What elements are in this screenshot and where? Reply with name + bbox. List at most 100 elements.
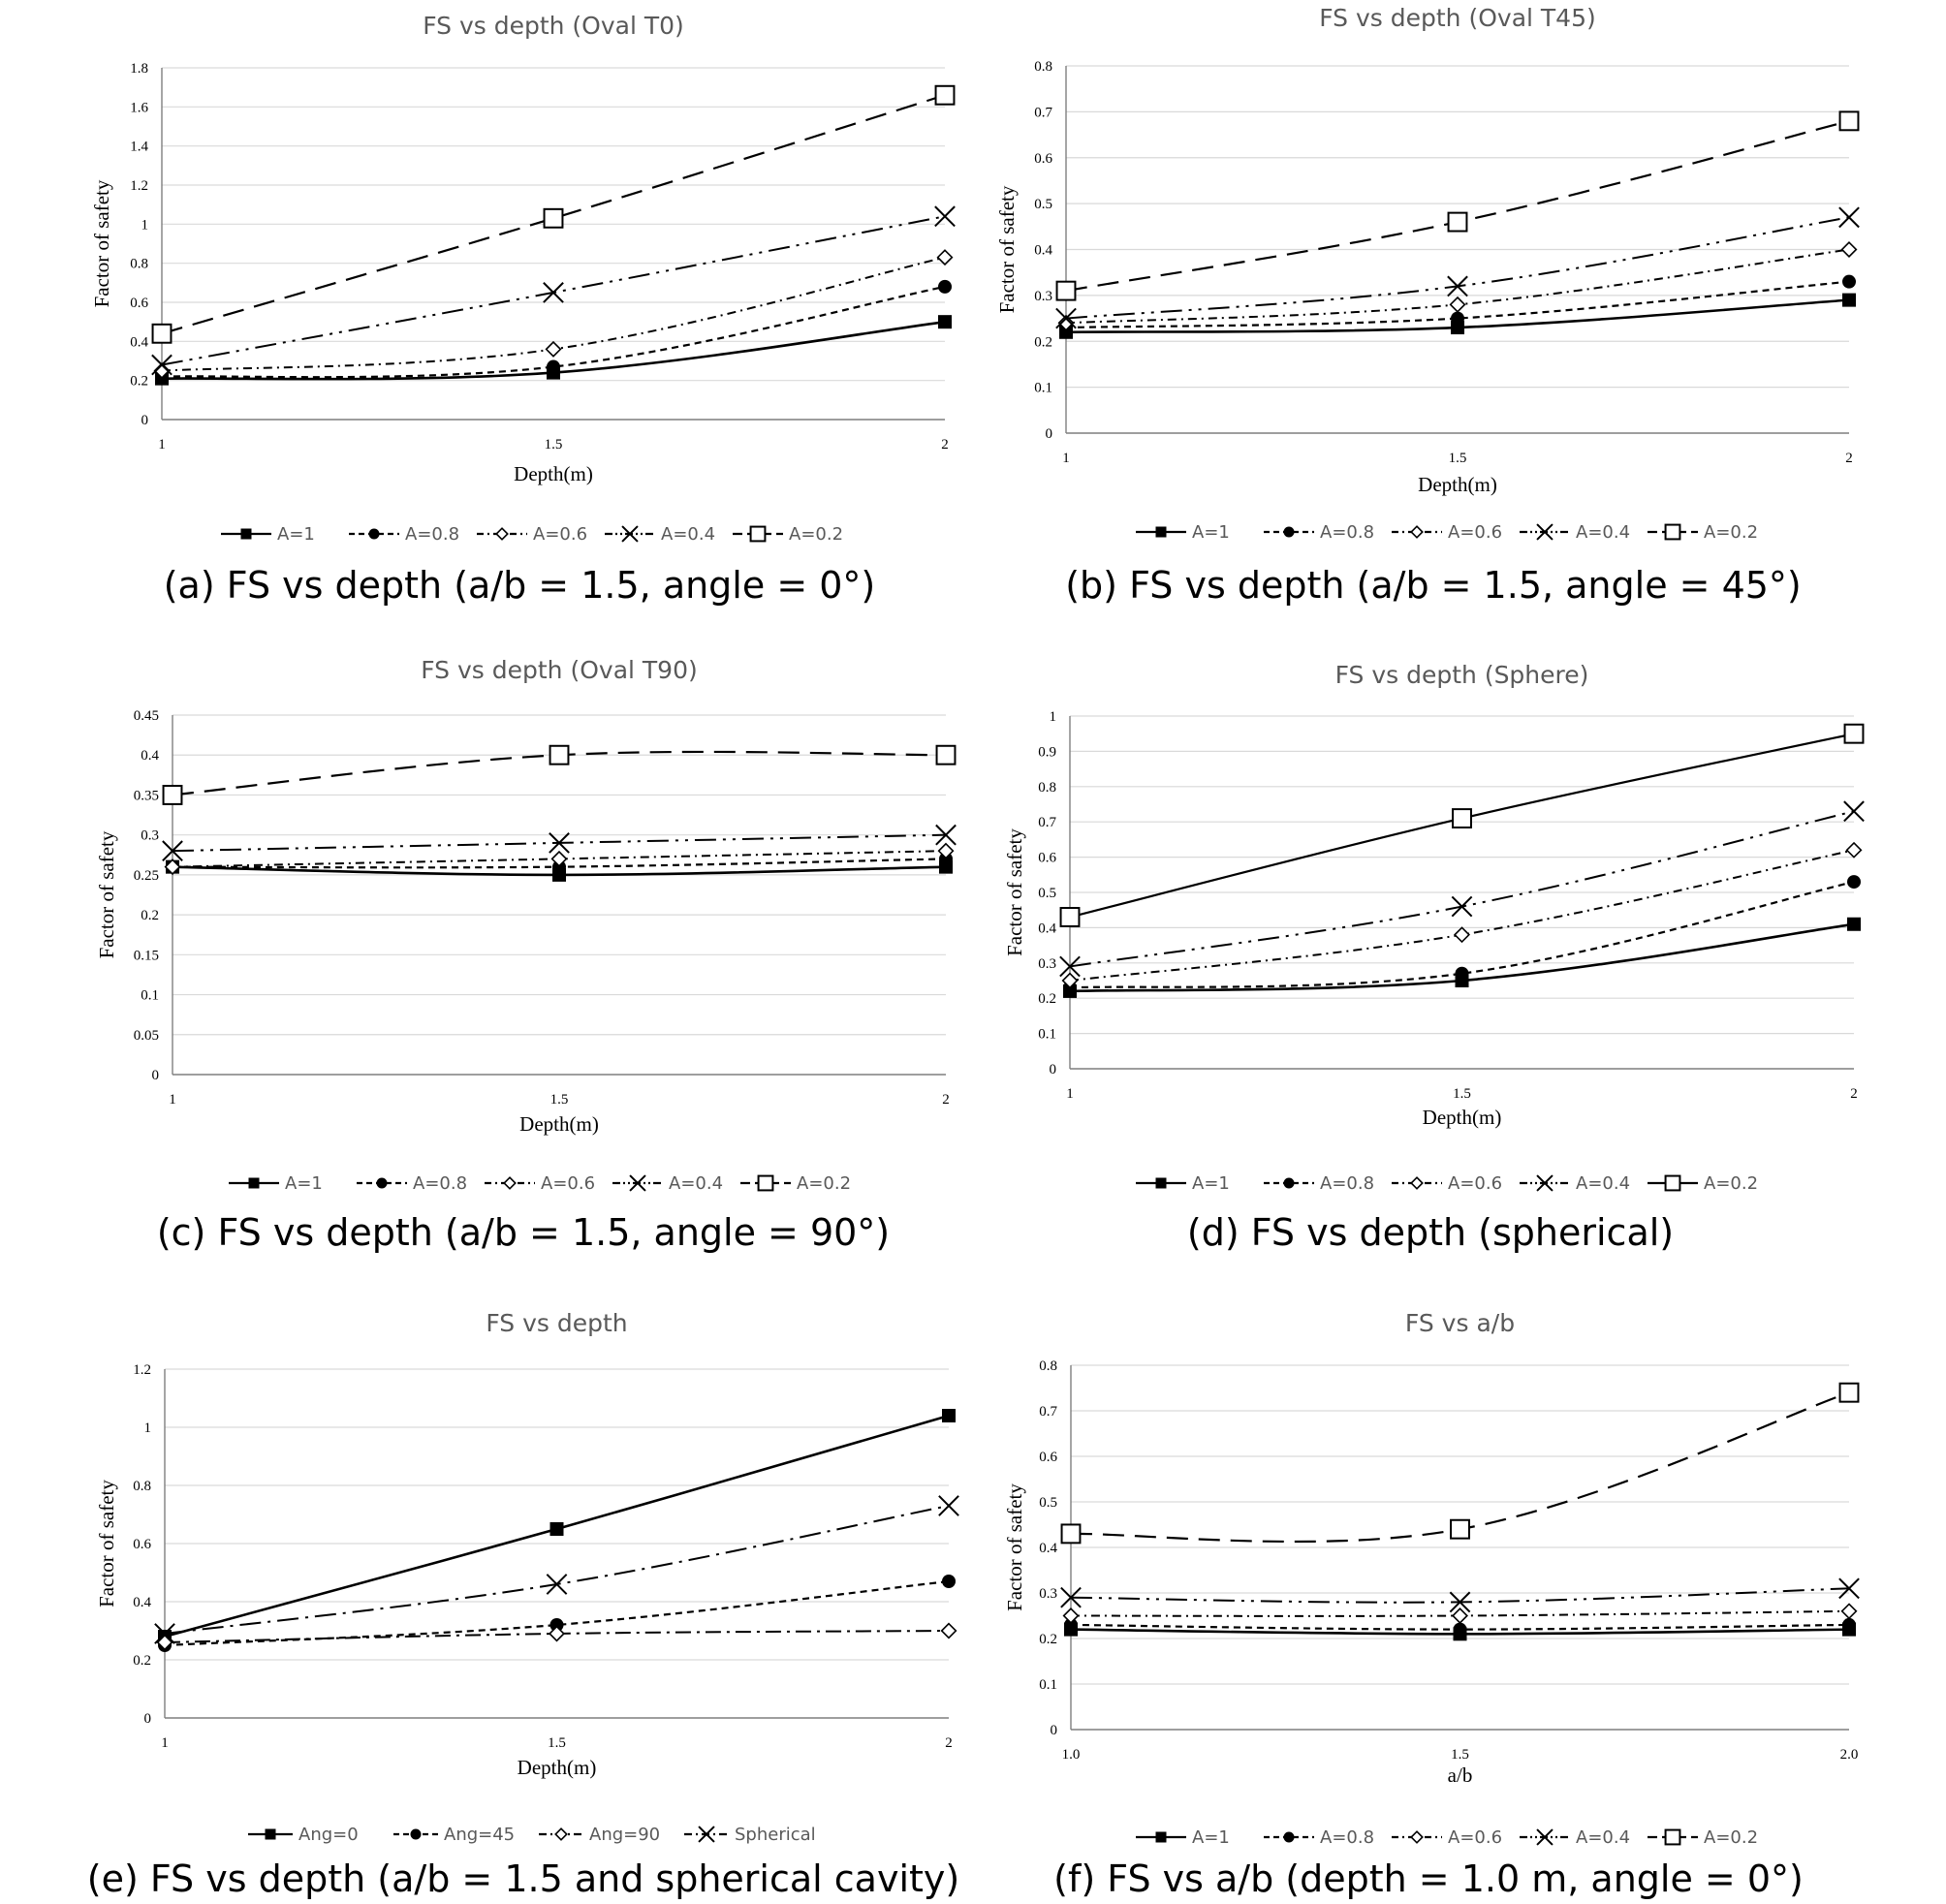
y-tick-label: 0.2	[133, 1653, 151, 1669]
data-point	[1453, 1622, 1467, 1637]
x-tick-label: 1.0	[1062, 1747, 1081, 1763]
y-tick-label: 0.25	[134, 868, 159, 884]
x-axis-label: Depth(m)	[1423, 1106, 1502, 1129]
data-point	[550, 850, 568, 867]
data-point	[1838, 110, 1860, 132]
data-point	[1452, 1607, 1468, 1624]
data-point	[1842, 1617, 1856, 1632]
figure-caption: (b) FS vs depth (a/b = 1.5, angle = 45°)	[1065, 564, 1802, 607]
y-tick-label: 0.4	[1034, 243, 1052, 259]
y-tick-label: 0.1	[141, 988, 159, 1004]
series-a-0-2	[151, 84, 956, 344]
series-a-0-6	[1061, 841, 1863, 989]
y-tick-label: 0.5	[1039, 1495, 1057, 1511]
data-point	[547, 359, 560, 374]
data-point	[546, 1574, 568, 1595]
chart-title: FS vs a/b	[1405, 1309, 1515, 1337]
data-point	[1452, 808, 1472, 829]
x-axis-label: Depth(m)	[1418, 473, 1497, 496]
series-a-0-2	[1060, 1382, 1860, 1545]
legend-marker	[698, 1826, 715, 1843]
y-tick-label: 0.1	[1039, 1677, 1057, 1693]
chart-panel-6: 0 0.1 0.2 0.3 0.4 0.5 0.6 0.7 0.8 1.0 1.5 2.0 FS vs …	[1003, 1309, 1860, 1900]
data-point	[1838, 206, 1860, 229]
data-point	[1842, 274, 1856, 289]
x-tick-label: 2	[1850, 1086, 1858, 1102]
legend-label: A=0.2	[1704, 522, 1758, 543]
chart-panel-2: 0 0.1 0.2 0.3 0.4 0.5 0.6 0.7 0.8 1 1.5 2 FS vs dept…	[995, 4, 1860, 607]
legend-item: A=0.2	[740, 1173, 851, 1194]
x-tick-label: 1.5	[548, 1735, 566, 1751]
legend: A=1 A=0.8 A=0.6 A=0.4 A=0.2	[221, 524, 843, 545]
chart-title: FS vs depth (Sphere)	[1335, 661, 1589, 689]
y-tick-label: 0.05	[134, 1028, 159, 1044]
y-tick-label: 0.4	[141, 748, 159, 764]
y-tick-label: 0	[152, 1068, 160, 1083]
y-axis-label: Factor of safety	[995, 185, 1019, 313]
data-point	[543, 207, 564, 229]
chart-title: FS vs depth	[486, 1309, 627, 1337]
y-axis-label: Factor of safety	[1003, 1483, 1026, 1611]
x-tick-label: 1.5	[1451, 1747, 1469, 1763]
y-tick-label: 0.4	[1039, 1541, 1057, 1556]
legend-label: A=1	[285, 1173, 323, 1194]
legend-marker	[1283, 1831, 1295, 1843]
legend-marker	[240, 528, 252, 540]
data-point	[162, 784, 183, 805]
y-tick-label: 0.1	[1038, 1027, 1056, 1043]
y-tick-label: 0.2	[1034, 334, 1052, 350]
legend-item: A=1	[229, 1173, 323, 1194]
data-point	[549, 1522, 564, 1536]
legend-label: A=0.4	[1576, 1173, 1630, 1194]
y-axis-label: Factor of safety	[1003, 828, 1026, 956]
figure-caption: (c) FS vs depth (a/b = 1.5, angle = 90°)	[157, 1211, 890, 1254]
legend: A=1 A=0.8 A=0.6 A=0.4 A=0.2	[1136, 522, 1758, 543]
data-point	[1447, 211, 1468, 233]
legend-marker	[1410, 525, 1424, 539]
legend-item: A=0.2	[1648, 1173, 1758, 1194]
series-a-0-2	[1059, 723, 1865, 927]
x-tick-label: 1.5	[550, 1092, 569, 1108]
legend-item: A=0.8	[1264, 1173, 1374, 1194]
legend-marker	[368, 528, 380, 540]
legend-item: A=1	[1136, 1827, 1230, 1848]
data-point	[1062, 1607, 1080, 1624]
legend-label: A=1	[1192, 522, 1230, 543]
y-tick-label: 1	[141, 217, 149, 233]
legend-item: A=0.8	[1264, 1827, 1374, 1848]
series-line	[161, 285, 946, 379]
data-point	[1060, 1586, 1082, 1608]
y-tick-label: 0.4	[133, 1595, 151, 1610]
series-a-0-4	[162, 824, 957, 862]
y-axis-label: Factor of safety	[90, 179, 113, 307]
y-tick-label: 0.8	[1039, 1358, 1057, 1374]
legend-marker	[495, 527, 509, 541]
chart-panel-1: 0 0.2 0.4 0.6 0.8 1 1.2 1.4 1.6 1.8 1 1.5 2 FS vs dep…	[90, 12, 956, 607]
legend: Ang=0 Ang=45 Ang=90 Spherical	[248, 1825, 816, 1845]
legend-label: A=0.6	[1448, 1827, 1502, 1848]
chart-panel-3: 0 0.05 0.1 0.15 0.2 0.25 0.3 0.35 0.4 0.45 1 1.5 2 FS…	[95, 656, 957, 1254]
data-point	[549, 744, 570, 765]
legend-label: A=0.2	[1704, 1173, 1758, 1194]
legend-marker	[1536, 523, 1554, 541]
data-point	[1454, 926, 1470, 944]
legend-marker	[1283, 526, 1295, 538]
data-point	[1843, 800, 1865, 823]
legend-label: A=0.4	[1576, 1827, 1630, 1848]
legend: A=1 A=0.8 A=0.6 A=0.4 A=0.2	[1136, 1827, 1758, 1848]
legend-item: Spherical	[684, 1825, 816, 1845]
x-tick-label: 2.0	[1840, 1747, 1859, 1763]
legend-marker	[376, 1177, 388, 1189]
data-point	[1838, 1577, 1860, 1600]
legend-item: A=0.6	[1392, 522, 1502, 543]
data-point	[934, 205, 956, 228]
legend-label: Ang=90	[589, 1825, 660, 1845]
y-tick-label: 0.2	[1038, 991, 1056, 1007]
figure-caption: (e) FS vs depth (a/b = 1.5 and spherical…	[87, 1857, 959, 1900]
legend-label: A=1	[1192, 1173, 1230, 1194]
data-point	[549, 1618, 564, 1632]
y-axis-label: Factor of safety	[95, 1480, 118, 1607]
y-tick-label: 1.2	[133, 1362, 151, 1378]
data-point	[1064, 1617, 1078, 1632]
y-tick-label: 0	[1050, 1062, 1057, 1077]
